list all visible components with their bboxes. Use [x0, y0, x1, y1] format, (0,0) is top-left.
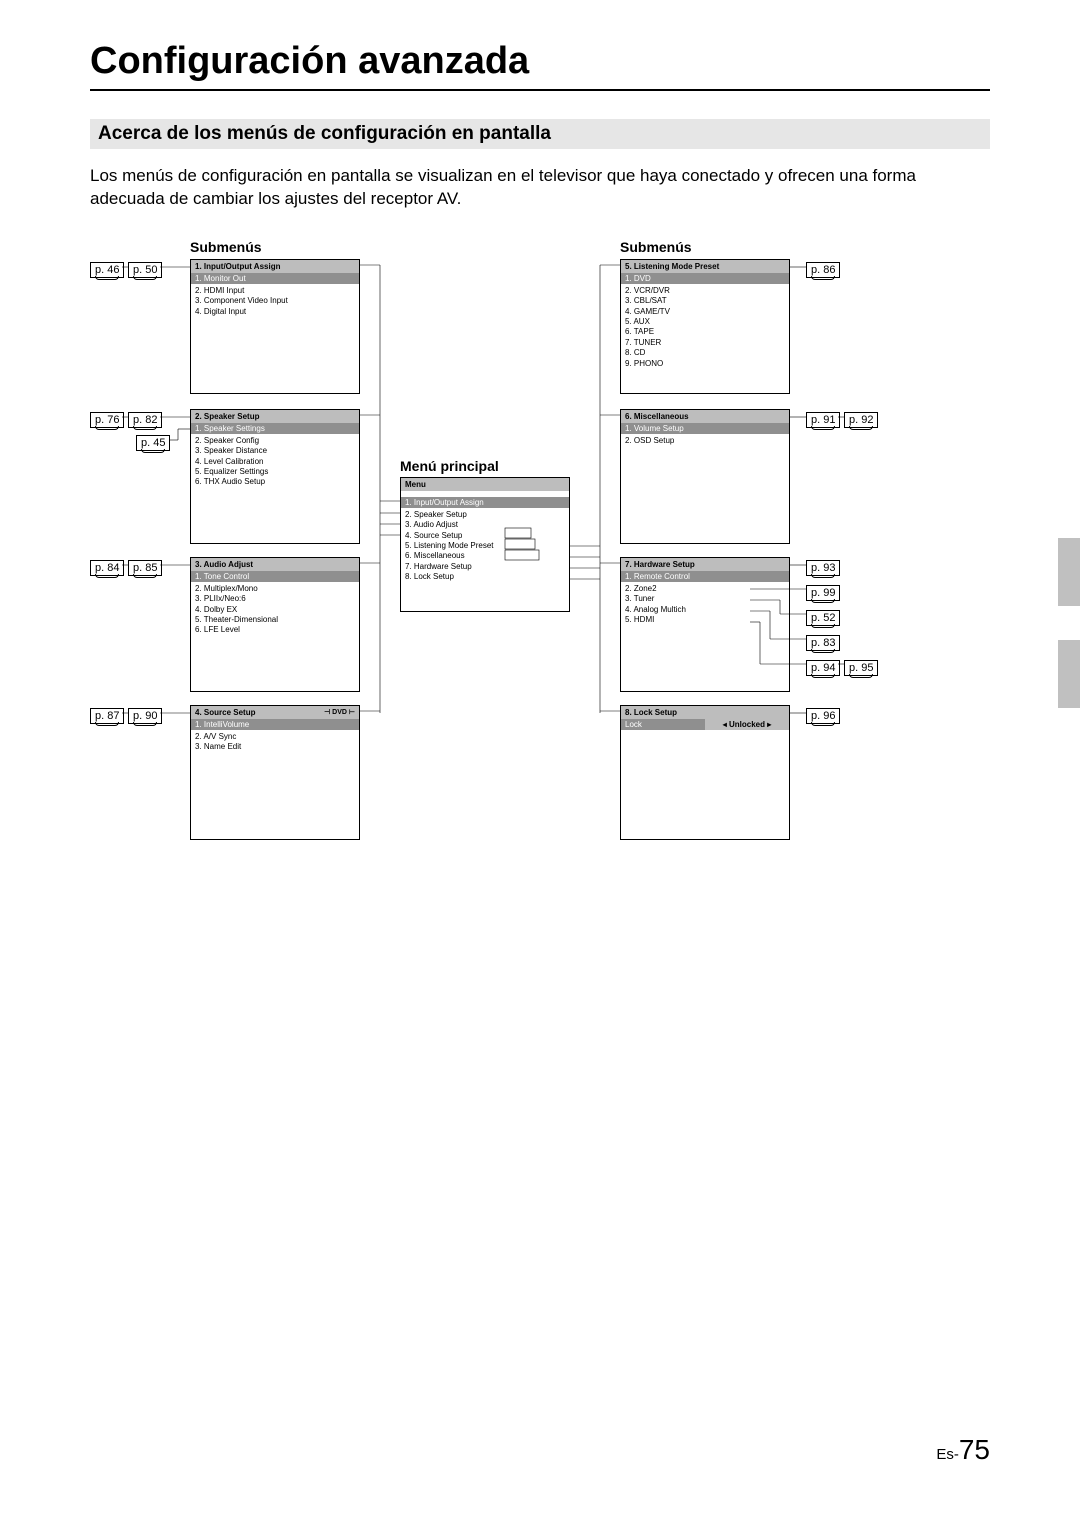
panel-io-hl: 1. Monitor Out: [191, 273, 359, 284]
pref-p76: p. 76: [90, 412, 124, 428]
panel-lock-title: 8. Lock Setup: [621, 706, 789, 719]
panel-listening-item: 7. TUNER: [625, 338, 785, 348]
panel-main-hl: 1. Input/Output Assign: [401, 497, 569, 508]
submenus-left-label: Submenús: [190, 239, 262, 255]
panel-listening-hl: 1. DVD: [621, 273, 789, 284]
panel-hardware-item: 2. Zone2: [625, 584, 785, 594]
panel-misc-item: 2. OSD Setup: [625, 436, 785, 446]
panel-speaker-hl: 1. Speaker Settings: [191, 423, 359, 434]
panel-source-item: 2. A/V Sync: [195, 732, 355, 742]
submenus-right-label: Submenús: [620, 239, 692, 255]
panel-audio-item: 6. LFE Level: [195, 625, 355, 635]
pref-p93: p. 93: [806, 560, 840, 576]
panel-hardware-title: 7. Hardware Setup: [621, 558, 789, 571]
panel-io-item: 3. Component Video Input: [195, 296, 355, 306]
panel-audio-item: 3. PLIIx/Neo:6: [195, 594, 355, 604]
panel-speaker-item: 5. Equalizer Settings: [195, 467, 355, 477]
pref-p91: p. 91: [806, 412, 840, 428]
page-title: Configuración avanzada: [90, 40, 990, 91]
panel-speaker-item: 4. Level Calibration: [195, 457, 355, 467]
panel-misc-title: 6. Miscellaneous: [621, 410, 789, 423]
panel-io-assign: 1. Input/Output Assign 1. Monitor Out 2.…: [190, 259, 360, 394]
panel-speaker-item: 6. THX Audio Setup: [195, 477, 355, 487]
panel-listening: 5. Listening Mode Preset 1. DVD 2. VCR/D…: [620, 259, 790, 394]
panel-lock: 8. Lock Setup Lock ◂ Unlocked ▸: [620, 705, 790, 840]
page-number: Es-75: [936, 1434, 990, 1466]
section-heading: Acerca de los menús de configuración en …: [90, 119, 990, 149]
lock-value: ◂ Unlocked ▸: [705, 719, 789, 730]
panel-audio-title: 3. Audio Adjust: [191, 558, 359, 571]
panel-listening-item: 3. CBL/SAT: [625, 296, 785, 306]
pref-p83: p. 83: [806, 635, 840, 651]
panel-main-item: 3. Audio Adjust: [405, 520, 565, 530]
panel-misc: 6. Miscellaneous 1. Volume Setup 2. OSD …: [620, 409, 790, 544]
panel-audio-item: 2. Multiplex/Mono: [195, 584, 355, 594]
pref-p50: p. 50: [128, 262, 162, 278]
pref-p85: p. 85: [128, 560, 162, 576]
panel-main-item: 6. Miscellaneous: [405, 551, 565, 561]
panel-hardware-item: 4. Analog Multich: [625, 605, 785, 615]
pref-p92: p. 92: [844, 412, 878, 428]
panel-audio-hl: 1. Tone Control: [191, 571, 359, 582]
panel-io-item: 4. Digital Input: [195, 307, 355, 317]
side-tab-lower: [1058, 640, 1080, 708]
panel-listening-item: 5. AUX: [625, 317, 785, 327]
pref-p90: p. 90: [128, 708, 162, 724]
panel-main-menu: Menu 1. Input/Output Assign 2. Speaker S…: [400, 477, 570, 612]
panel-source-item: 3. Name Edit: [195, 742, 355, 752]
panel-misc-hl: 1. Volume Setup: [621, 423, 789, 434]
pref-p95: p. 95: [844, 660, 878, 676]
panel-listening-item: 6. TAPE: [625, 327, 785, 337]
panel-io-title: 1. Input/Output Assign: [191, 260, 359, 273]
panel-listening-item: 9. PHONO: [625, 359, 785, 369]
panel-listening-item: 8. CD: [625, 348, 785, 358]
pref-p86: p. 86: [806, 262, 840, 278]
panel-main-item: 4. Source Setup: [405, 531, 565, 541]
panel-source-hl: 1. IntelliVolume: [191, 719, 359, 730]
panel-main-item: 7. Hardware Setup: [405, 562, 565, 572]
panel-listening-title: 5. Listening Mode Preset: [621, 260, 789, 273]
menu-diagram: Submenús Submenús Menú principal 1. Inpu…: [90, 239, 990, 939]
panel-source-title-row: 4. Source Setup ⊣ DVD ⊢: [191, 706, 359, 719]
panel-listening-item: 2. VCR/DVR: [625, 286, 785, 296]
page-number-prefix: Es-: [936, 1446, 959, 1463]
pref-p46: p. 46: [90, 262, 124, 278]
panel-hardware-hl: 1. Remote Control: [621, 571, 789, 582]
panel-main-item: 8. Lock Setup: [405, 572, 565, 582]
panel-hardware-item: 3. Tuner: [625, 594, 785, 604]
panel-main-item: 5. Listening Mode Preset: [405, 541, 565, 551]
page-number-value: 75: [959, 1434, 990, 1465]
pref-p99: p. 99: [806, 585, 840, 601]
panel-main-header: Menu: [401, 478, 569, 491]
panel-speaker: 2. Speaker Setup 1. Speaker Settings 2. …: [190, 409, 360, 544]
panel-io-item: 2. HDMI Input: [195, 286, 355, 296]
pref-p84: p. 84: [90, 560, 124, 576]
panel-audio: 3. Audio Adjust 1. Tone Control 2. Multi…: [190, 557, 360, 692]
panel-speaker-item: 2. Speaker Config: [195, 436, 355, 446]
pref-p94: p. 94: [806, 660, 840, 676]
panel-source-badge: DVD: [332, 709, 347, 716]
intro-text: Los menús de configuración en pantalla s…: [90, 165, 990, 211]
panel-hardware: 7. Hardware Setup 1. Remote Control 2. Z…: [620, 557, 790, 692]
lock-label: Lock: [621, 719, 705, 730]
pref-p96: p. 96: [806, 708, 840, 724]
panel-hardware-item: 5. HDMI: [625, 615, 785, 625]
panel-speaker-item: 3. Speaker Distance: [195, 446, 355, 456]
panel-audio-item: 5. Theater-Dimensional: [195, 615, 355, 625]
panel-speaker-title: 2. Speaker Setup: [191, 410, 359, 423]
pref-p87: p. 87: [90, 708, 124, 724]
pref-p82: p. 82: [128, 412, 162, 428]
pref-p52: p. 52: [806, 610, 840, 626]
panel-main-item: 2. Speaker Setup: [405, 510, 565, 520]
panel-source-title: 4. Source Setup: [195, 708, 255, 717]
main-menu-label: Menú principal: [400, 458, 499, 474]
side-tab-upper: [1058, 538, 1080, 606]
panel-listening-item: 4. GAME/TV: [625, 307, 785, 317]
pref-p45: p. 45: [136, 435, 170, 451]
panel-audio-item: 4. Dolby EX: [195, 605, 355, 615]
panel-source: 4. Source Setup ⊣ DVD ⊢ 1. IntelliVolume…: [190, 705, 360, 840]
